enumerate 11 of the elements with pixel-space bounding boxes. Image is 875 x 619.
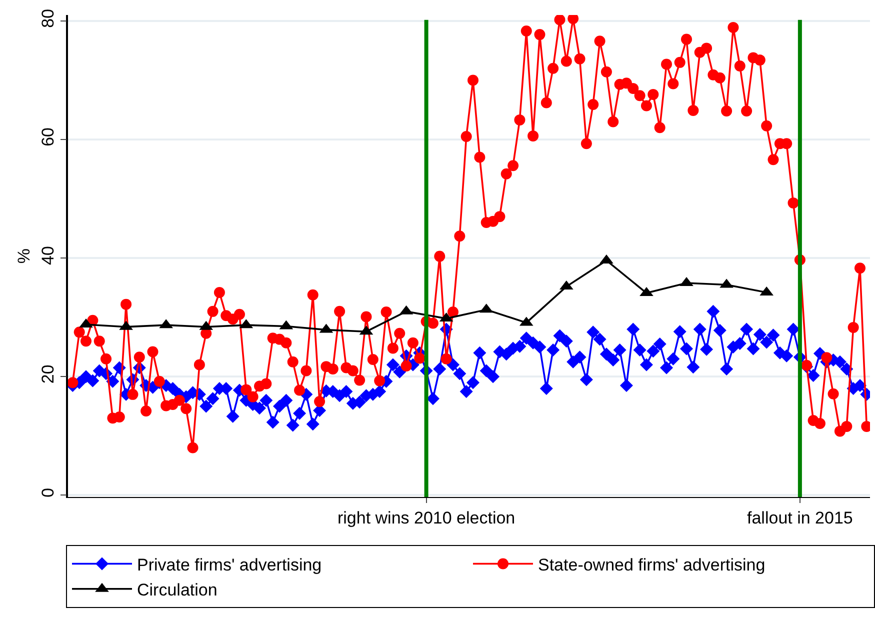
y-tick-label: 40 (38, 246, 58, 265)
x-tick-label: right wins 2010 election (337, 508, 516, 528)
legend-label: State-owned firms' advertising (538, 555, 766, 574)
y-tick-label: 60 (38, 127, 58, 146)
legend-label: Private firms' advertising (137, 555, 322, 574)
y-tick-label: 80 (38, 8, 58, 28)
y-tick-label: 0 (38, 488, 58, 498)
y-tick-label: 20 (38, 364, 58, 384)
x-tick-label: fallout in 2015 (747, 508, 853, 528)
legend-label: Circulation (137, 580, 218, 600)
y-axis-title: % (14, 248, 34, 264)
